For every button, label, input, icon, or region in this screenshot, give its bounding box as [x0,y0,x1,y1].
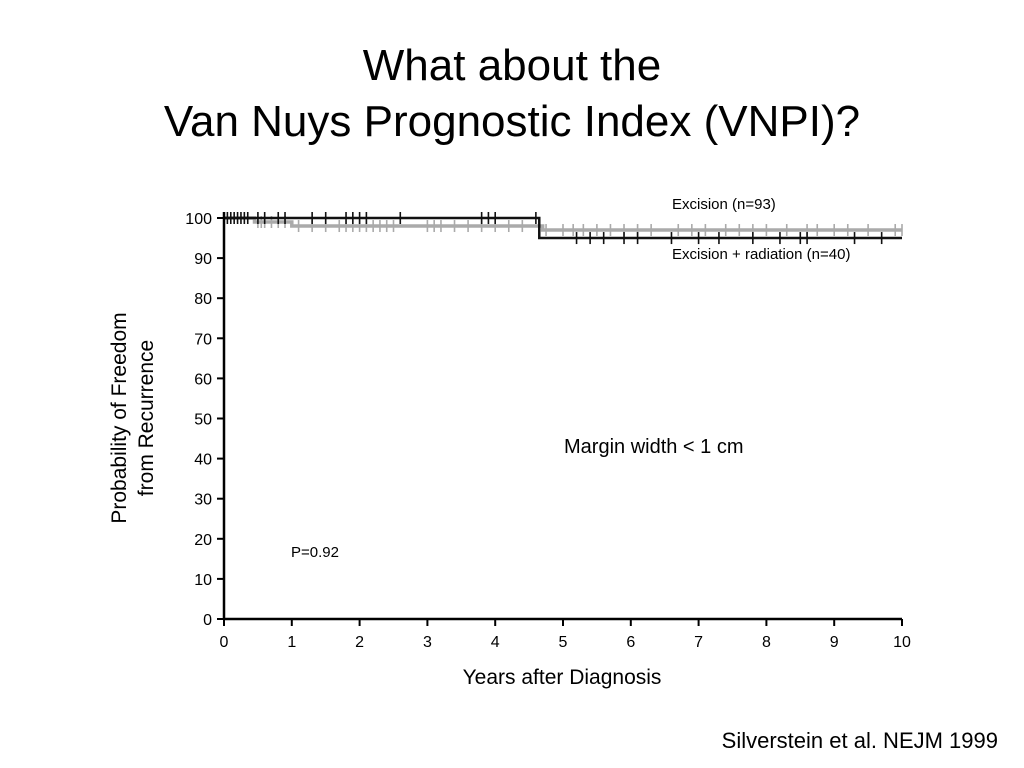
y-tick-label-100: 100 [185,211,212,228]
y-tick-label-30: 30 [194,492,212,509]
citation: Silverstein et al. NEJM 1999 [721,728,998,753]
legend-excision-label: Excision (n=93) [672,196,776,213]
y-tick-label-90: 90 [194,251,212,268]
y-tick-label-0: 0 [203,612,212,629]
x-tick-label-5: 5 [559,634,568,651]
x-tick-label-3: 3 [423,634,432,651]
slide-title-line1: What about the [362,41,662,90]
x-tick-label-9: 9 [830,634,839,651]
y-tick-label-70: 70 [194,331,212,348]
y-tick-label-10: 10 [194,572,212,589]
x-tick-label-1: 1 [287,634,296,651]
p-value-label: P=0.92 [291,544,339,561]
y-tick-label-60: 60 [194,371,212,388]
x-tick-label-7: 7 [694,634,703,651]
y-tick-label-80: 80 [194,291,212,308]
x-tick-label-4: 4 [491,634,500,651]
x-tick-label-0: 0 [220,634,229,651]
slide-title: What about the Van Nuys Prognostic Index… [0,38,1024,150]
chart-annotation: Margin width < 1 cm [564,436,744,458]
x-tick-label-2: 2 [355,634,364,651]
y-tick-label-20: 20 [194,532,212,549]
y-tick-label-50: 50 [194,412,212,429]
x-axis-ticks: 0 1 2 3 4 5 6 7 8 9 10 [220,619,911,651]
x-axis-label: Years after Diagnosis [463,666,662,689]
slide-title-line2: Van Nuys Prognostic Index (VNPI)? [163,97,861,146]
series-line-1 [224,216,902,240]
y-axis-label-line2: from Recurrence [135,340,158,496]
series-layer [224,212,903,245]
legend-excision-radiation-label: Excision + radiation (n=40) [672,246,850,263]
y-axis-ticks: 0 10 20 30 40 50 60 70 80 90 100 [185,211,224,629]
x-tick-label-6: 6 [626,634,635,651]
x-tick-label-10: 10 [893,634,911,651]
x-tick-label-8: 8 [762,634,771,651]
y-axis-label-line1: Probability of Freedom [108,312,131,523]
y-tick-label-40: 40 [194,452,212,469]
